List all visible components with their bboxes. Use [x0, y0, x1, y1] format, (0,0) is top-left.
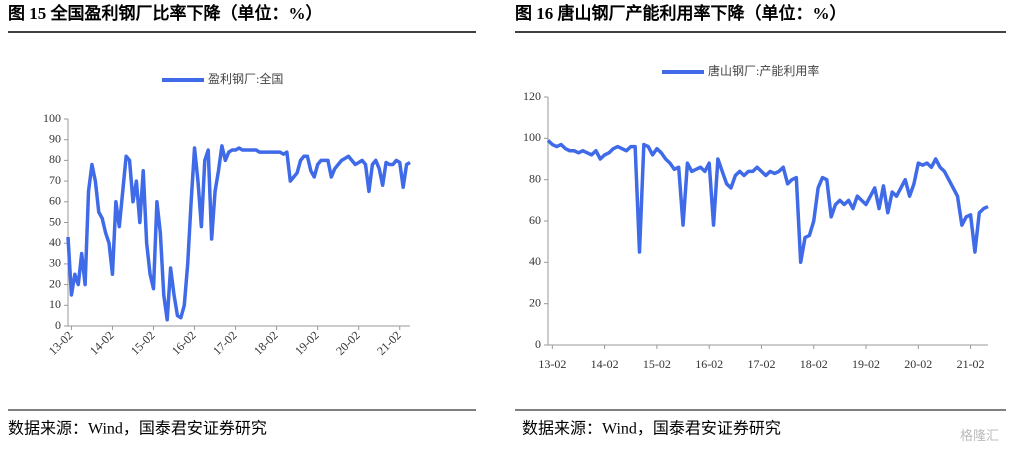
y-tick-label: 100 — [523, 130, 541, 144]
watermark: 格隆汇 — [960, 428, 999, 443]
y-tick-label: 0 — [535, 337, 541, 351]
line — [66, 144, 411, 322]
x-tick-label: 19-02 — [292, 328, 322, 358]
x-tick-label: 14-02 — [87, 328, 117, 358]
y-tick-label: 40 — [529, 254, 541, 268]
legend-label: 唐山钢厂:产能利用率 — [708, 63, 819, 78]
legend-label: 盈利钢厂:全国 — [208, 71, 283, 86]
x-tick-label: 19-02 — [852, 357, 880, 371]
x-tick-label: 15-02 — [128, 328, 158, 358]
y-tick-label: 50 — [49, 214, 61, 228]
x-tick-label: 15-02 — [643, 357, 671, 371]
y-tick-label: 30 — [49, 256, 61, 270]
y-tick-label: 120 — [523, 89, 541, 103]
y-tick-label: 20 — [49, 276, 61, 290]
y-tick-label: 100 — [43, 111, 61, 125]
x-tick-label: 17-02 — [747, 357, 775, 371]
y-tick-label: 40 — [49, 235, 61, 249]
y-tick-label: 60 — [49, 194, 61, 208]
x-tick-label: 13-02 — [46, 328, 76, 358]
line — [546, 139, 989, 265]
y-tick-label: 10 — [49, 297, 61, 311]
source: 数据来源：Wind，国泰君安证券研究 — [8, 420, 267, 438]
x-tick-label: 16-02 — [169, 328, 199, 358]
x-tick-label: 18-02 — [800, 357, 828, 371]
x-tick-label: 18-02 — [251, 328, 281, 358]
y-tick-label: 0 — [55, 318, 61, 332]
x-tick-label: 20-02 — [904, 357, 932, 371]
y-tick-label: 70 — [49, 173, 61, 187]
y-tick-label: 60 — [529, 213, 541, 227]
y-tick-label: 80 — [529, 171, 541, 185]
y-tick-label: 80 — [49, 152, 61, 166]
x-tick-label: 20-02 — [333, 328, 363, 358]
chart-title: 图 16 唐山钢厂产能利用率下降（单位：%） — [515, 3, 847, 23]
x-tick-label: 21-02 — [957, 357, 985, 371]
x-tick-label: 13-02 — [538, 357, 566, 371]
x-tick-label: 16-02 — [695, 357, 723, 371]
y-tick-label: 20 — [529, 295, 541, 309]
x-tick-label: 17-02 — [210, 328, 240, 358]
chart-title: 图 15 全国盈利钢厂比率下降（单位：%） — [8, 3, 323, 23]
x-tick-label: 14-02 — [591, 357, 619, 371]
source: 数据来源：Wind，国泰君安证券研究 — [522, 420, 781, 438]
y-tick-label: 90 — [49, 131, 61, 145]
x-tick-label: 21-02 — [374, 328, 404, 358]
